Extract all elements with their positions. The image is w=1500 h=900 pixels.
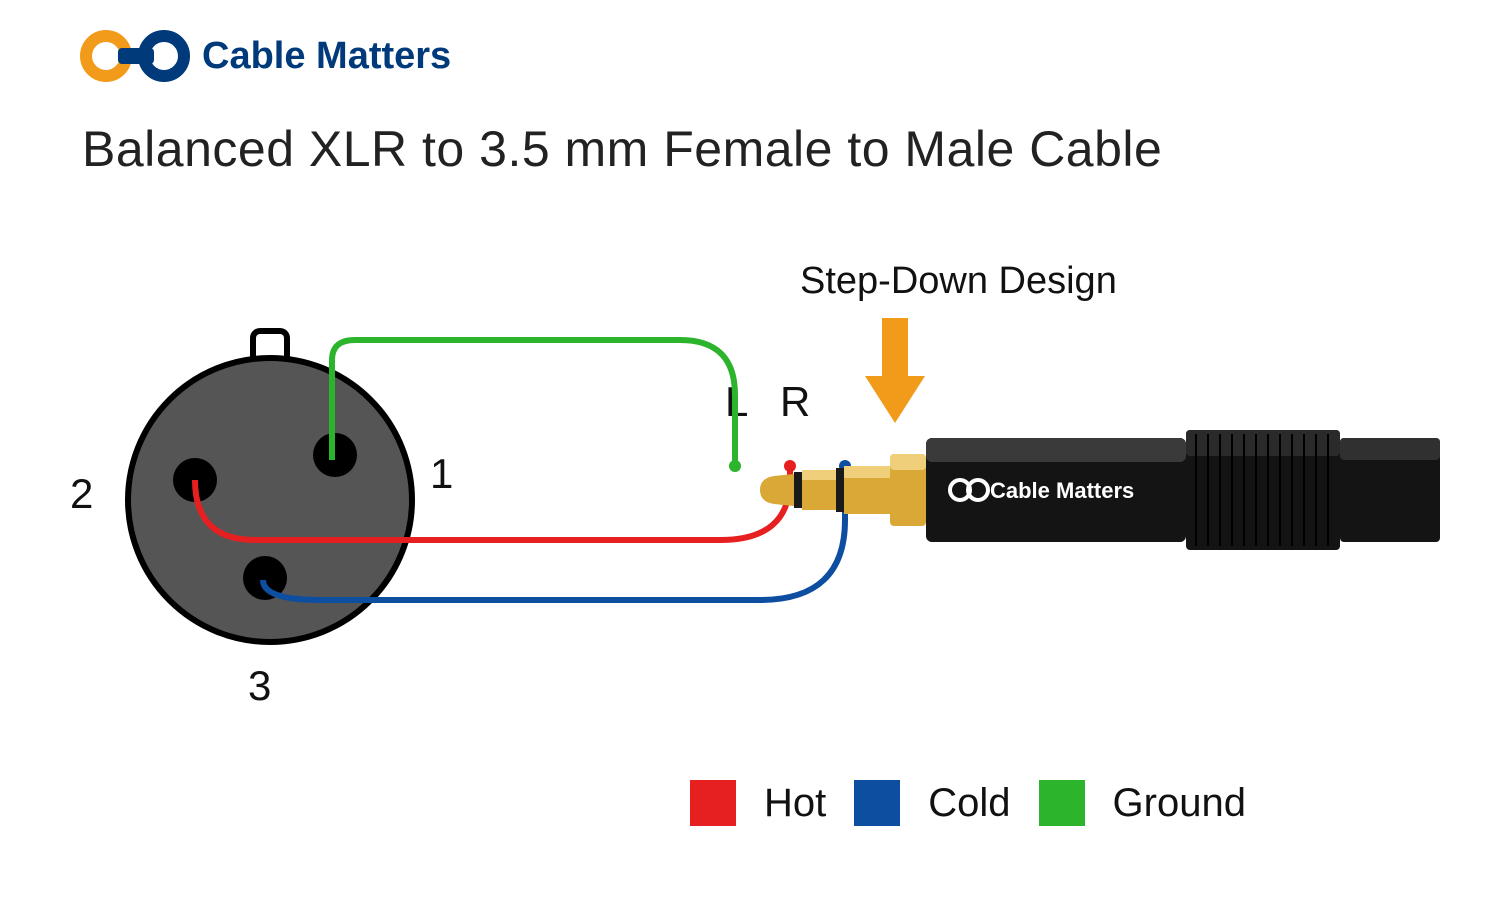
- trs-sleeve-highlight: [844, 466, 890, 478]
- legend-swatch-ground: [1039, 780, 1085, 826]
- xlr-pin-1: [313, 433, 357, 477]
- trs-ring-highlight: [802, 470, 836, 480]
- legend-swatch-hot: [690, 780, 736, 826]
- stepdown-collar-highlight: [890, 454, 926, 470]
- brand-name: Cable Matters: [202, 35, 451, 78]
- stepdown-arrow-icon: [860, 318, 930, 428]
- trs-ring-label-r: R: [780, 378, 810, 426]
- trs-tip: [760, 474, 794, 506]
- logo-bridge: [118, 48, 154, 64]
- xlr-key-tab: [250, 328, 290, 358]
- trs-insulator-1: [794, 472, 802, 508]
- wire-legend: Hot Cold Ground: [690, 780, 1246, 826]
- legend-label-cold: Cold: [928, 781, 1010, 826]
- trs-plug-assembly: Cable Matters: [760, 420, 1450, 560]
- wire-end-ground: [729, 460, 741, 472]
- xlr-connector: 1 2 3: [100, 330, 440, 670]
- brand-logo: Cable Matters: [80, 28, 451, 84]
- xlr-pin-label-1: 1: [430, 450, 453, 498]
- stepdown-callout: Step-Down Design: [800, 260, 1117, 303]
- xlr-pin-3: [243, 556, 287, 600]
- connector-brand-text: Cable Matters: [990, 478, 1134, 503]
- trs-insulator-2: [836, 468, 844, 512]
- brand-logo-mark: [80, 28, 190, 84]
- xlr-body: [125, 355, 415, 645]
- xlr-pin-2: [173, 458, 217, 502]
- xlr-pin-label-2: 2: [70, 470, 93, 518]
- xlr-pin-label-3: 3: [248, 662, 271, 710]
- legend-label-ground: Ground: [1113, 781, 1246, 826]
- connector-rear-highlight: [1340, 438, 1440, 460]
- legend-swatch-cold: [854, 780, 900, 826]
- stage: Cable Matters Balanced XLR to 3.5 mm Fem…: [0, 0, 1500, 900]
- trs-tip-label-l: L: [725, 378, 748, 426]
- diagram-title: Balanced XLR to 3.5 mm Female to Male Ca…: [82, 120, 1162, 178]
- legend-label-hot: Hot: [764, 781, 826, 826]
- connector-body-main-highlight: [926, 438, 1186, 462]
- trs-plug-svg: Cable Matters: [760, 420, 1450, 560]
